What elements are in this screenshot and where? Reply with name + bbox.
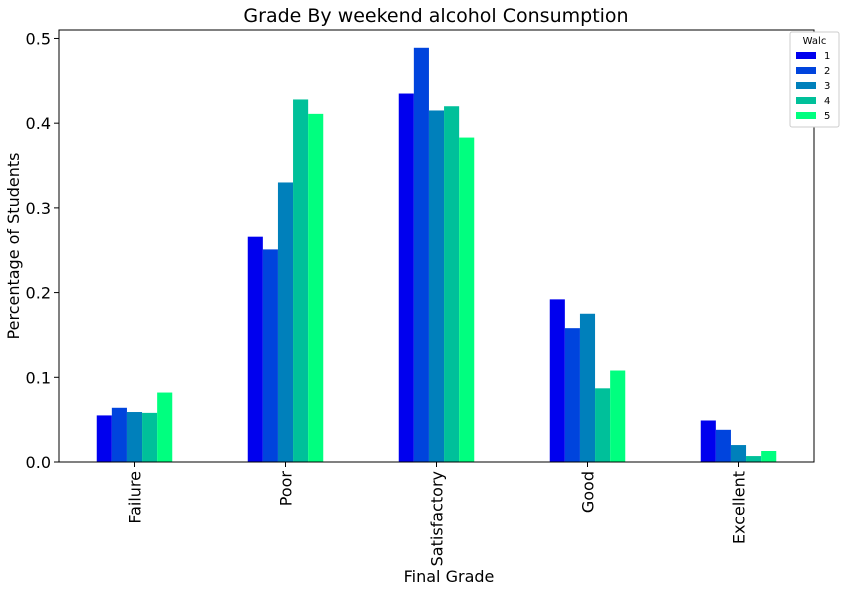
x-axis-label: Final Grade (404, 567, 495, 586)
x-tick-label-good: Good (579, 471, 598, 513)
legend-label-3: 3 (824, 81, 830, 92)
bar-poor-walc-3 (277, 182, 294, 462)
bar-failure-walc-3 (126, 412, 143, 462)
x-tick-label-excellent: Excellent (730, 471, 749, 544)
bar-failure-walc-4 (142, 412, 158, 462)
bar-good-walc-5 (610, 370, 626, 462)
y-axis: 0.0 0.1 0.2 0.3 0.4 0.5 (26, 29, 59, 472)
bar-satisfactory-walc-1 (398, 93, 414, 462)
legend-label-2: 2 (824, 66, 830, 77)
legend-label-5: 5 (824, 111, 830, 122)
bar-excellent-walc-4 (746, 456, 762, 462)
bar-satisfactory-walc-2 (413, 47, 429, 462)
y-tick-label: 0.1 (26, 368, 51, 387)
bar-good-walc-4 (595, 388, 611, 462)
x-tick-label-poor: Poor (277, 471, 296, 507)
legend-label-1: 1 (824, 51, 830, 62)
chart-title: Grade By weekend alcohol Consumption (243, 5, 628, 27)
bar-good-walc-1 (549, 299, 565, 462)
bar-excellent-walc-3 (730, 445, 747, 462)
legend: Walc 1 2 3 4 5 (789, 31, 840, 128)
y-tick-label: 0.4 (26, 114, 51, 133)
x-tick-label-satisfactory: Satisfactory (428, 471, 447, 566)
bar-poor-walc-2 (262, 249, 278, 462)
bar-good-walc-3 (579, 313, 596, 462)
y-tick-label: 0.3 (26, 199, 51, 218)
bar-satisfactory-walc-4 (444, 106, 460, 462)
x-tick-label-failure: Failure (126, 471, 145, 524)
bars-group (96, 47, 777, 463)
x-axis: Failure Poor Satisfactory Good Excellent (126, 462, 749, 566)
bar-poor-walc-5 (308, 113, 324, 462)
bar-poor-walc-1 (247, 236, 263, 462)
legend-swatch-1 (796, 52, 816, 59)
bar-failure-walc-5 (157, 392, 173, 462)
bar-poor-walc-4 (293, 99, 309, 462)
bar-satisfactory-walc-3 (428, 110, 445, 463)
bar-failure-walc-2 (111, 407, 127, 462)
bar-satisfactory-walc-5 (459, 137, 475, 462)
bar-good-walc-2 (564, 328, 580, 462)
legend-label-4: 4 (824, 96, 830, 107)
y-tick-label: 0.2 (26, 284, 51, 303)
legend-swatch-3 (796, 82, 816, 89)
bar-failure-walc-1 (96, 415, 112, 462)
bar-excellent-walc-2 (715, 429, 731, 462)
legend-title: Walc (803, 36, 827, 47)
legend-swatch-5 (796, 112, 816, 119)
bar-excellent-walc-1 (700, 420, 716, 462)
legend-swatch-2 (796, 67, 816, 74)
y-axis-label: Percentage of Students (4, 153, 23, 340)
y-tick-label: 0.0 (26, 453, 51, 472)
bar-excellent-walc-5 (761, 450, 777, 462)
y-tick-label: 0.5 (26, 29, 51, 48)
legend-swatch-4 (796, 97, 816, 104)
